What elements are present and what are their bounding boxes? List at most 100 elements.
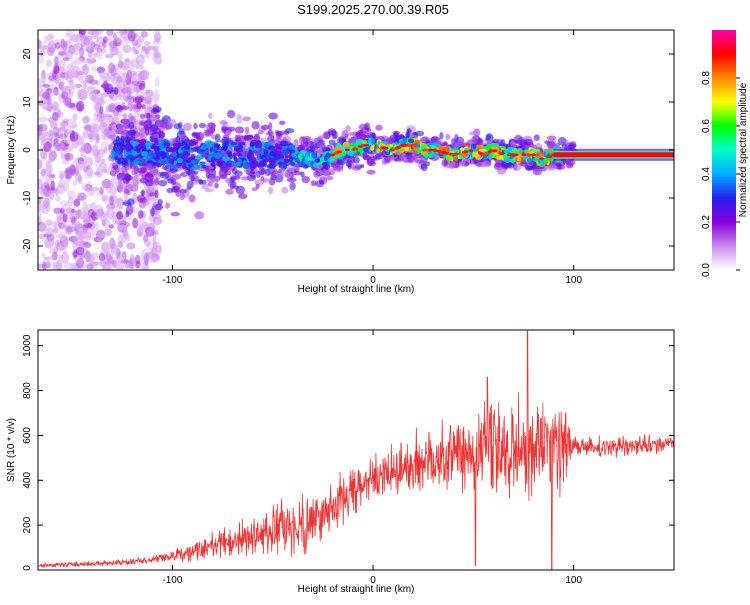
spectrogram-cell (316, 142, 324, 148)
spectrogram-cell (49, 255, 55, 261)
spectrogram-cell (151, 51, 162, 62)
spectrogram-cell (126, 69, 132, 82)
spectrogram-cell (73, 198, 81, 207)
spectrogram-cell (268, 112, 278, 120)
spectrogram-cell (59, 207, 65, 215)
spectrogram-cell (104, 53, 114, 59)
spectrogram-cell (94, 221, 99, 233)
spectrogram-cell (89, 229, 96, 240)
spectrogram-cell (40, 74, 47, 85)
spectrogram-cell (53, 207, 62, 213)
spectrogram-cell (93, 30, 104, 35)
spectrogram-cell (150, 208, 155, 217)
spectrogram-cell (75, 100, 85, 112)
spectrogram-cell (176, 154, 180, 158)
spectrogram-cell (284, 169, 291, 178)
spectrogram-cell (134, 65, 144, 70)
spectrogram-cell (328, 139, 336, 146)
spectrogram-cell (314, 158, 321, 163)
spectrogram-cell (182, 150, 189, 156)
spectrogram-cell (315, 180, 325, 188)
spectrogram-cell (402, 136, 407, 144)
spectrogram-cell (519, 139, 528, 147)
spectrogram-cell (165, 202, 170, 209)
spectrogram-cell (286, 164, 297, 171)
spectrogram-cell (332, 162, 340, 171)
spectrogram-cell (53, 223, 58, 231)
spectrogram-cell (251, 121, 260, 130)
spectrogram-cell (94, 204, 104, 215)
spectrogram-cell (111, 162, 119, 168)
spectrogram-cell (38, 159, 43, 170)
spectrogram-cell (52, 112, 59, 121)
spectrogram-cell (114, 147, 119, 154)
spectrogram-cell (123, 188, 130, 194)
spectrogram-cell (81, 131, 88, 138)
spectrogram-cell (126, 242, 136, 250)
snr-y-tick-label: 800 (22, 382, 33, 399)
spectrogram-cell (291, 152, 297, 158)
spectrogram-cell (133, 50, 140, 55)
spectrogram-x-axis-label: Height of straight line (km) (298, 284, 415, 295)
spectrogram-cell (311, 152, 317, 159)
spectrogram-cell (58, 242, 69, 250)
spectrogram-cell (85, 231, 91, 241)
spectrogram-cell (52, 70, 57, 79)
spectrogram-cell (407, 138, 415, 144)
spectrogram-cell (179, 188, 188, 194)
spectrogram-cell (98, 252, 105, 262)
spectrogram-cell (297, 153, 303, 160)
spectrogram-cell (301, 176, 311, 184)
spectrogram-cell (104, 263, 114, 270)
spectrogram-cell (95, 167, 103, 178)
spectrogram-cell (82, 224, 88, 234)
spectrogram-cell (549, 147, 553, 155)
spectrogram-cell (64, 261, 73, 270)
spectrogram-cell (56, 212, 61, 224)
spectrogram-cell (376, 148, 381, 154)
spectrogram-cell (463, 150, 469, 154)
spectrogram-cell (125, 233, 131, 242)
spectrogram-cell (292, 170, 303, 176)
spectrogram-cell (504, 149, 508, 154)
spectrogram-cell (92, 86, 98, 96)
spectrogram-cell (117, 51, 123, 61)
spectrogram-cell (281, 186, 289, 194)
spectrogram-cell (146, 153, 152, 160)
spectrogram-cell (121, 30, 127, 39)
spectrogram-cell (146, 113, 151, 119)
spectrogram-cell (496, 166, 507, 175)
spectrogram-cell (284, 155, 291, 159)
spectrogram-cell (445, 133, 451, 141)
spectrogram-cell (336, 150, 342, 154)
spectrogram-x-tick-label: -100 (162, 275, 182, 286)
spectrogram-cell (233, 146, 239, 152)
colorbar-tick-label: 0.2 (701, 215, 712, 229)
spectrogram-cell (268, 186, 274, 195)
spectrogram-cell (424, 152, 429, 159)
spectrogram-cell (468, 149, 474, 153)
spectrogram-cell (131, 151, 138, 157)
spectrogram-cell (116, 211, 124, 220)
spectrogram-cell (130, 139, 134, 145)
spectrogram-cell (269, 131, 275, 140)
spectrogram-cell (250, 164, 257, 168)
spectrogram-cell (91, 65, 97, 72)
spectrogram-cell (175, 143, 181, 148)
spectrogram-cell (158, 179, 168, 187)
spectrogram-cell (206, 177, 215, 183)
spectrogram-cell (137, 210, 144, 219)
spectrogram-cell (209, 146, 214, 153)
spectrogram-cell (405, 131, 410, 139)
spectrogram-cell (60, 77, 65, 90)
spectrogram-cell (78, 88, 88, 101)
spectrogram-cell (53, 246, 59, 254)
spectrogram-cell (234, 126, 245, 134)
spectrogram-cell (140, 144, 147, 151)
spectrogram-cell (313, 162, 319, 168)
spectrogram-cell (263, 149, 268, 157)
figure-title: S199.2025.270.00.39.R05 (297, 2, 449, 17)
spectrogram-cell (106, 36, 113, 43)
spectrogram-cell (149, 248, 155, 259)
